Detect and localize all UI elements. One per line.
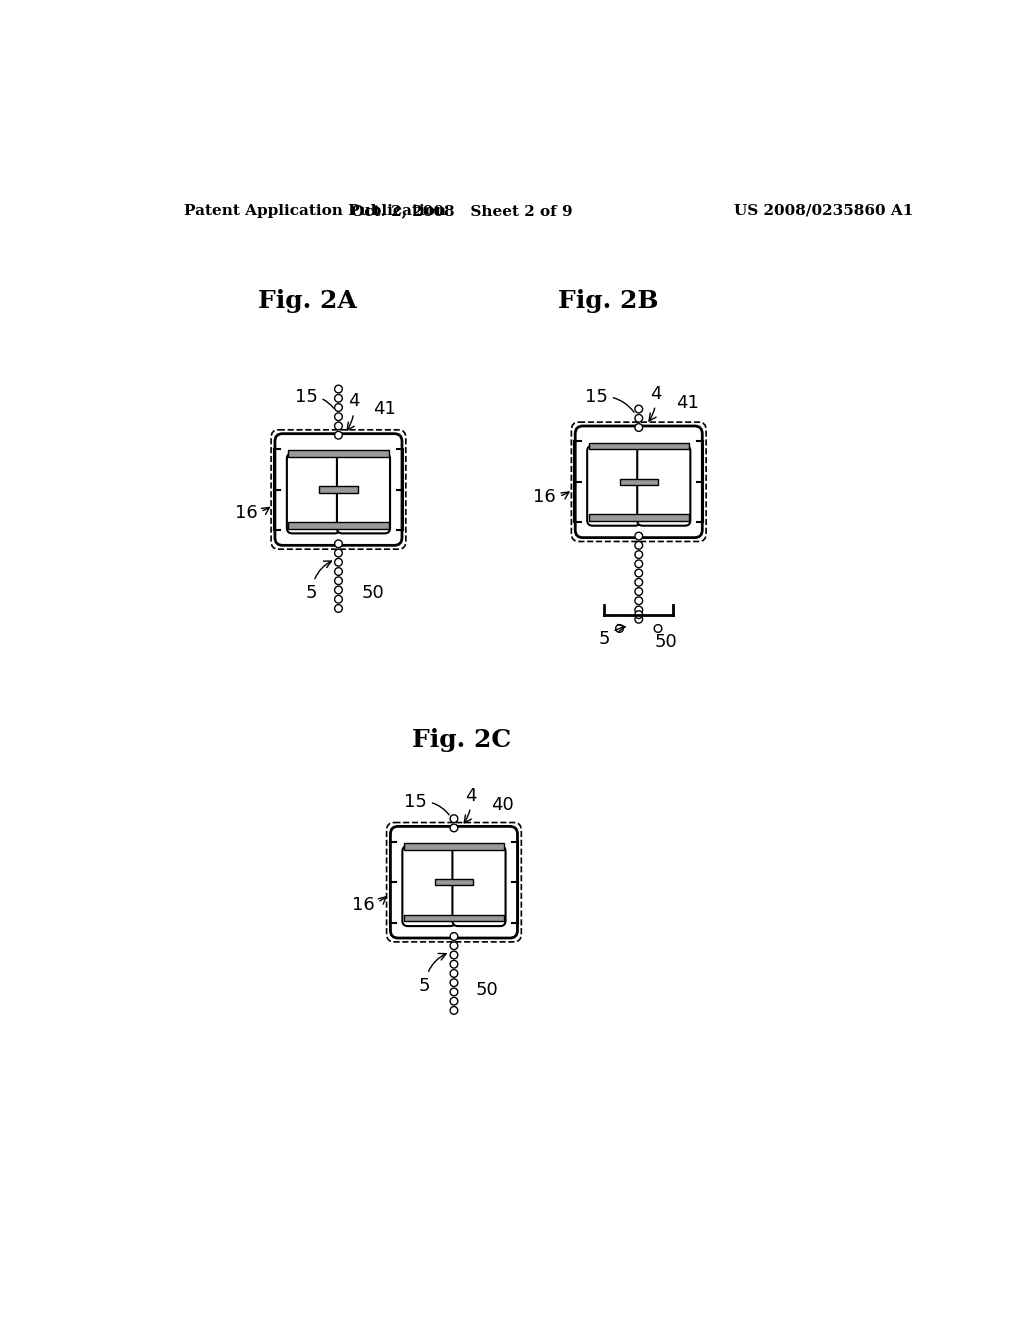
Bar <box>289 521 388 529</box>
Circle shape <box>635 615 643 623</box>
Text: 4: 4 <box>649 384 662 421</box>
Text: 16: 16 <box>351 896 386 915</box>
Circle shape <box>635 569 643 577</box>
Bar <box>289 450 388 457</box>
Circle shape <box>335 549 342 557</box>
Text: 16: 16 <box>534 488 569 506</box>
Bar <box>589 442 689 449</box>
Text: 50: 50 <box>654 632 677 651</box>
Text: 15: 15 <box>295 388 334 408</box>
Circle shape <box>635 414 643 422</box>
Circle shape <box>335 605 342 612</box>
Bar <box>589 515 689 521</box>
Text: 4: 4 <box>347 392 359 430</box>
Circle shape <box>615 624 624 632</box>
Circle shape <box>635 597 643 605</box>
Text: 16: 16 <box>234 504 269 521</box>
Circle shape <box>635 405 643 413</box>
Text: 4: 4 <box>464 787 476 822</box>
Circle shape <box>635 611 643 619</box>
Text: 41: 41 <box>676 393 698 412</box>
Text: Fig. 2C: Fig. 2C <box>412 727 511 752</box>
Circle shape <box>451 952 458 958</box>
Bar <box>620 479 658 484</box>
FancyBboxPatch shape <box>287 453 340 533</box>
Circle shape <box>635 578 643 586</box>
Circle shape <box>654 624 662 632</box>
Circle shape <box>635 606 643 614</box>
FancyBboxPatch shape <box>637 446 690 525</box>
Circle shape <box>335 577 342 585</box>
Circle shape <box>635 541 643 549</box>
Circle shape <box>335 404 342 412</box>
Circle shape <box>451 814 458 822</box>
Circle shape <box>335 422 342 430</box>
Circle shape <box>335 595 342 603</box>
Text: US 2008/0235860 A1: US 2008/0235860 A1 <box>734 203 913 218</box>
Circle shape <box>335 540 342 548</box>
Circle shape <box>335 558 342 566</box>
Text: Oct. 2, 2008   Sheet 2 of 9: Oct. 2, 2008 Sheet 2 of 9 <box>351 203 572 218</box>
Circle shape <box>635 587 643 595</box>
FancyBboxPatch shape <box>453 846 506 927</box>
Text: Fig. 2A: Fig. 2A <box>258 289 357 313</box>
Bar <box>403 843 504 850</box>
Circle shape <box>451 998 458 1005</box>
Bar <box>403 915 504 921</box>
Circle shape <box>635 550 643 558</box>
Circle shape <box>451 989 458 995</box>
Circle shape <box>335 385 342 393</box>
Circle shape <box>335 413 342 421</box>
Circle shape <box>635 560 643 568</box>
Circle shape <box>451 979 458 986</box>
Circle shape <box>635 424 643 432</box>
Text: 50: 50 <box>361 583 384 602</box>
Text: 5: 5 <box>598 624 626 648</box>
Text: 40: 40 <box>490 796 514 814</box>
Circle shape <box>451 961 458 968</box>
Text: Patent Application Publication: Patent Application Publication <box>184 203 446 218</box>
Text: 41: 41 <box>373 400 396 418</box>
Circle shape <box>451 970 458 977</box>
Circle shape <box>451 933 458 940</box>
Bar <box>435 879 473 886</box>
Circle shape <box>451 942 458 949</box>
Circle shape <box>635 532 643 540</box>
FancyBboxPatch shape <box>390 826 517 939</box>
FancyBboxPatch shape <box>571 422 707 541</box>
Text: 15: 15 <box>404 793 450 814</box>
FancyBboxPatch shape <box>402 846 456 927</box>
Circle shape <box>335 586 342 594</box>
Circle shape <box>335 568 342 576</box>
Text: Fig. 2B: Fig. 2B <box>558 289 658 313</box>
FancyBboxPatch shape <box>271 430 406 549</box>
Text: 15: 15 <box>585 388 634 412</box>
Circle shape <box>335 432 342 440</box>
Circle shape <box>451 824 458 832</box>
FancyBboxPatch shape <box>387 822 521 942</box>
Text: 50: 50 <box>475 981 499 999</box>
Circle shape <box>451 1007 458 1014</box>
FancyBboxPatch shape <box>587 446 640 525</box>
Text: 5: 5 <box>419 953 446 995</box>
FancyBboxPatch shape <box>337 453 390 533</box>
Text: 5: 5 <box>306 561 332 602</box>
Bar <box>319 487 357 492</box>
Circle shape <box>335 395 342 403</box>
FancyBboxPatch shape <box>575 426 702 537</box>
FancyBboxPatch shape <box>274 434 402 545</box>
